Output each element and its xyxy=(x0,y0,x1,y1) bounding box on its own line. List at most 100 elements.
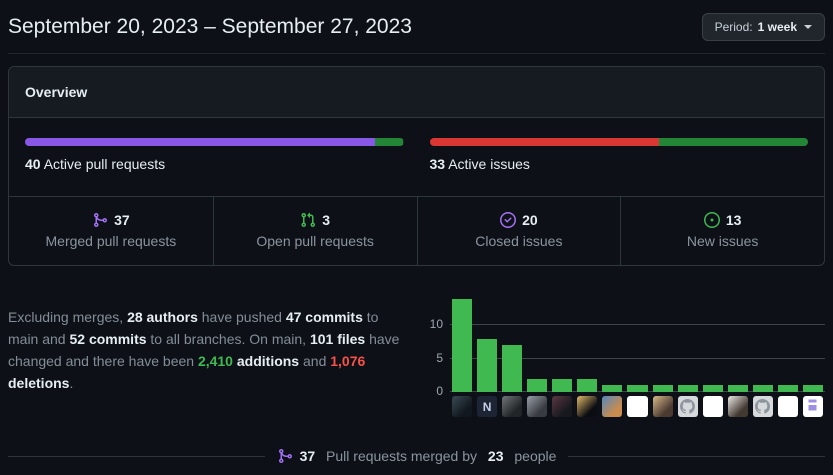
text-segment: Excluding merges, xyxy=(8,309,128,325)
contributor-avatar-1[interactable] xyxy=(452,396,473,417)
text-segment: have pushed xyxy=(197,309,286,325)
contributor-avatars-row: N xyxy=(450,396,825,417)
stat-label: New issues xyxy=(686,233,759,249)
progress-segment-closed xyxy=(429,138,659,146)
divider-line xyxy=(568,455,825,457)
active-pull-requests-block: 40 Active pull requests xyxy=(25,138,404,172)
overview-card: Overview 40 Active pull requests 33 Acti… xyxy=(8,66,825,266)
text-segment: deletions xyxy=(8,375,70,391)
text-segment: additions xyxy=(236,353,300,369)
contributor-avatar-6[interactable] xyxy=(577,396,598,417)
stat-label: Closed issues xyxy=(475,233,563,249)
contributor-avatar-8[interactable] xyxy=(627,396,648,417)
period-dropdown[interactable]: Period: 1 week xyxy=(701,13,825,41)
contributor-avatar-10[interactable] xyxy=(677,396,698,417)
text-segment: and xyxy=(299,353,331,369)
contributor-avatar-9[interactable] xyxy=(652,396,673,417)
chart-gridline: 10 xyxy=(430,318,825,330)
contributor-avatar-15[interactable] xyxy=(802,396,823,417)
text-segment: 52 commits xyxy=(69,331,147,347)
commit-bar xyxy=(652,385,673,392)
issue-closed-icon xyxy=(500,212,517,228)
contributor-avatar-2[interactable]: N xyxy=(477,396,498,417)
period-label: Period: xyxy=(714,20,753,34)
text-segment: to main and xyxy=(8,309,379,347)
merged-by-footer: 37 Pull requests merged by 23 people xyxy=(8,448,825,464)
text-segment: people xyxy=(510,448,557,464)
text-segment: 37 xyxy=(299,448,316,464)
stat-closed-issues[interactable]: 20 Closed issues xyxy=(416,197,621,265)
contributor-avatar-5[interactable] xyxy=(552,396,573,417)
commit-bar xyxy=(477,338,498,392)
pull-requests-progress-bar xyxy=(25,138,404,146)
activity-section: Excluding merges, 28 authors have pushed… xyxy=(8,292,825,417)
overview-card-header: Overview xyxy=(9,67,824,118)
commit-bar xyxy=(802,385,823,392)
y-axis-tick-label: 5 xyxy=(436,350,443,365)
contributor-avatar-14[interactable] xyxy=(777,396,798,417)
text-segment: 23 xyxy=(487,448,504,464)
text-segment: 47 commits xyxy=(285,309,363,325)
commit-bar xyxy=(627,385,648,392)
identicon-pattern xyxy=(629,398,646,415)
identicon-pattern xyxy=(704,398,721,415)
commits-per-author-chart: 0 5 10 N xyxy=(424,292,825,417)
text-segment: 2,410 xyxy=(197,353,233,369)
contributor-avatar-3[interactable] xyxy=(502,396,523,417)
commit-bar xyxy=(602,385,623,392)
contributor-avatar-12[interactable] xyxy=(727,396,748,417)
commit-bar xyxy=(777,385,798,392)
chart-gridline: 5 xyxy=(436,352,825,364)
stat-open-pull-requests[interactable]: 3 Open pull requests xyxy=(212,197,417,265)
active-issues-block: 33 Active issues xyxy=(429,138,808,172)
stat-value: 37 xyxy=(9,212,213,228)
contributor-avatar-11[interactable] xyxy=(702,396,723,417)
y-axis-tick-label: 0 xyxy=(436,384,443,398)
page-header: September 20, 2023 – September 27, 2023 … xyxy=(8,0,825,54)
dropdown-caret-icon xyxy=(804,25,812,29)
y-axis-tick-label: 10 xyxy=(429,317,443,332)
stat-value: 3 xyxy=(214,212,417,228)
overview-bars-row: 40 Active pull requests 33 Active issues xyxy=(9,118,824,196)
period-value: 1 week xyxy=(757,20,797,34)
commit-bar xyxy=(452,298,473,392)
issues-progress-bar xyxy=(429,138,808,146)
stat-new-issues[interactable]: 13 New issues xyxy=(620,197,824,265)
commit-bars xyxy=(450,292,825,392)
git-merge-icon xyxy=(94,213,108,227)
octocat-icon xyxy=(680,399,696,414)
text-segment: 28 authors xyxy=(127,309,198,325)
stat-merged-pull-requests[interactable]: 37 Merged pull requests xyxy=(9,197,213,265)
commit-summary-text: Excluding merges, 28 authors have pushed… xyxy=(8,306,410,417)
text-segment: to all branches. On main, xyxy=(146,331,310,347)
active-issues-label: 33 Active issues xyxy=(429,156,530,172)
progress-segment-merged xyxy=(25,138,376,146)
contributor-avatar-7[interactable] xyxy=(602,396,623,417)
text-segment: . xyxy=(69,375,74,391)
commit-bar xyxy=(552,378,573,392)
commit-bar xyxy=(527,378,548,392)
issue-opened-icon xyxy=(703,212,720,228)
active-pull-requests-count: 40 xyxy=(25,156,41,172)
active-issues-count: 33 xyxy=(429,156,446,172)
stat-label: Open pull requests xyxy=(256,233,374,249)
text-segment: have changed and there have been xyxy=(8,331,400,369)
progress-segment-new xyxy=(658,138,808,146)
contributor-avatar-4[interactable] xyxy=(527,396,548,417)
commit-bar xyxy=(502,345,523,392)
commit-bar xyxy=(677,385,698,392)
text-segment: 101 files xyxy=(309,331,366,347)
commit-bar xyxy=(577,378,598,392)
chart-plot-area: 0 5 10 xyxy=(430,292,825,397)
pulse-page: September 20, 2023 – September 27, 2023 … xyxy=(8,0,825,464)
contributor-avatar-13[interactable] xyxy=(752,396,773,417)
stat-value: 20 xyxy=(418,212,621,228)
text-segment: Pull requests merged by xyxy=(322,448,481,464)
commit-bar xyxy=(752,385,773,392)
git-merge-icon xyxy=(278,449,292,463)
stat-label: Merged pull requests xyxy=(45,233,177,249)
active-pull-requests-label: 40 Active pull requests xyxy=(25,156,166,172)
progress-segment-open xyxy=(375,138,404,146)
page-title: September 20, 2023 – September 27, 2023 xyxy=(8,15,412,38)
commit-bar xyxy=(727,385,748,392)
